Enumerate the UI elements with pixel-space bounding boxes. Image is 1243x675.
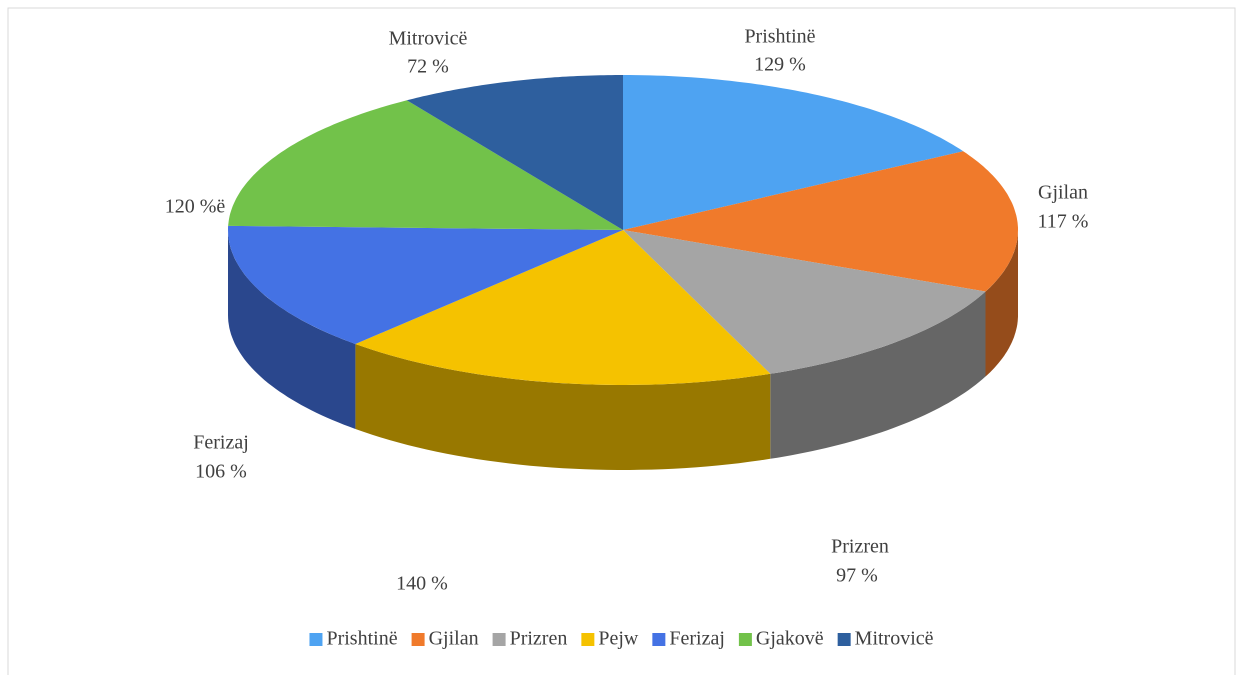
data-label-name: Mitrovicë (389, 28, 468, 50)
slice (228, 100, 623, 230)
data-label-name: Prishtinë (744, 26, 815, 48)
legend-swatch (837, 633, 851, 646)
legend-label: Ferizaj (669, 628, 725, 650)
slice-side (985, 230, 1018, 377)
legend-swatch (492, 633, 506, 646)
legend-swatch (581, 633, 595, 646)
legend-label: Pejw (598, 628, 639, 650)
legend-label: Mitrovicë (855, 628, 934, 650)
slice (623, 230, 986, 374)
data-label-name: Gjilan (1038, 182, 1088, 204)
legend-label: Gjakovë (756, 628, 824, 650)
legend-label: Prishtinë (326, 628, 397, 650)
slice (623, 151, 1018, 292)
legend-label: Gjilan (429, 628, 479, 650)
data-labels: Prishtinë 129 % Gjilan 117 % Prizren 97 … (165, 26, 1089, 595)
legend-label: Prizren (510, 628, 568, 650)
slice (623, 75, 964, 230)
data-label-name: Prizren (831, 536, 889, 558)
legend-swatch (652, 633, 666, 646)
data-label: 120 %ë (165, 196, 226, 218)
data-label: 129 % (754, 54, 806, 76)
data-label: 72 % (407, 56, 449, 78)
data-label: 140 % (396, 573, 448, 595)
legend-swatch (309, 633, 323, 646)
data-label-name: Ferizaj (193, 432, 249, 454)
pie (228, 75, 1018, 470)
slice-side (355, 344, 771, 470)
slice (228, 225, 623, 344)
slice-side (770, 291, 986, 459)
data-label: 117 % (1038, 211, 1089, 233)
data-label: 106 % (195, 461, 247, 483)
legend-swatch (738, 633, 752, 646)
legend: Prishtinë Gjilan Prizren Pejw Ferizaj Gjakovë… (309, 628, 934, 650)
legend-swatch (411, 633, 425, 646)
slice (355, 230, 771, 385)
slice (406, 75, 623, 230)
slice-side (228, 230, 356, 429)
data-label: 97 % (836, 565, 878, 587)
chart-frame (7, 7, 1236, 675)
